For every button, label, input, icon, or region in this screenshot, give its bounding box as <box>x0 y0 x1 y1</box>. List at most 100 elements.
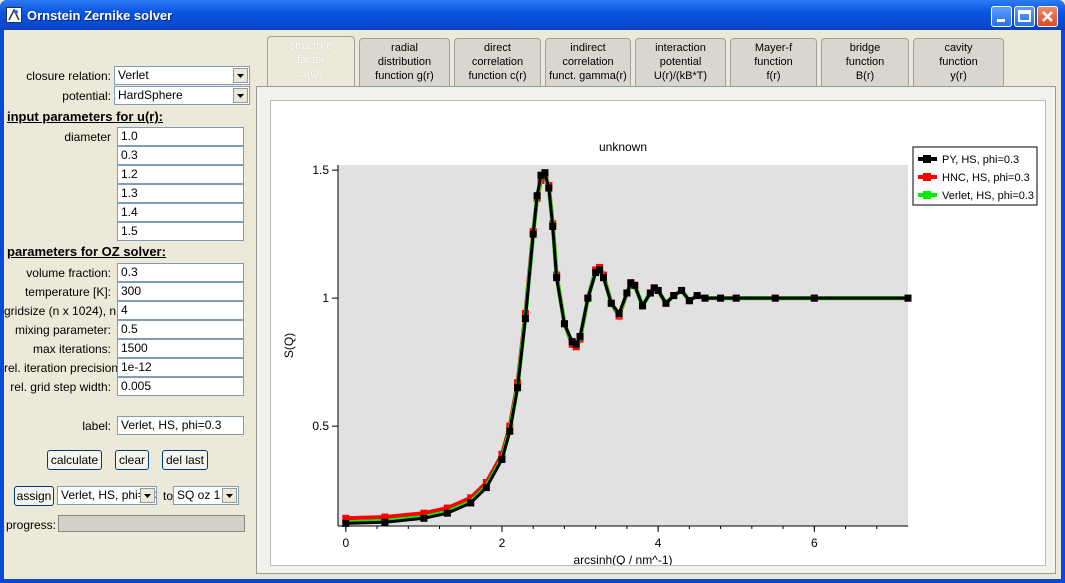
data-point <box>685 297 693 305</box>
data-point <box>732 294 740 302</box>
data-point <box>381 518 389 526</box>
legend-marker <box>923 173 931 181</box>
oz-param-field[interactable]: 4 <box>117 301 244 320</box>
data-point <box>482 484 490 492</box>
data-point <box>553 274 561 282</box>
data-point <box>521 315 529 323</box>
tab-label-line: y(r) <box>950 70 967 82</box>
oz-param-field[interactable]: 0.3 <box>117 263 244 282</box>
x-tick-label: 6 <box>811 536 818 550</box>
title-bar[interactable]: Ornstein Zernike solver <box>0 0 1065 30</box>
tab-label-line: function <box>939 56 978 68</box>
minimize-icon <box>997 19 1005 22</box>
data-point <box>904 294 912 302</box>
oz-param-field[interactable]: 0.5 <box>117 320 244 339</box>
tab-label-line: function <box>754 56 793 68</box>
assign-target-select[interactable]: SQ oz 1 <box>173 486 239 505</box>
data-point <box>420 514 428 522</box>
data-point <box>615 309 623 317</box>
assign-target-value: SQ oz 1 <box>177 488 221 502</box>
app-icon <box>6 7 22 23</box>
closure-select[interactable]: Verlet <box>114 66 250 85</box>
del-last-button[interactable]: del last <box>162 450 208 470</box>
clear-button[interactable]: clear <box>115 450 149 470</box>
tab-label-line: Mayer-f <box>754 42 793 54</box>
tab-4[interactable]: interaction potential U(r)/(kB*T) <box>635 38 726 86</box>
assign-button[interactable]: assign <box>14 486 54 506</box>
u-param-field[interactable]: 1.0 <box>117 127 244 146</box>
u-param-field[interactable]: 1.5 <box>117 222 244 241</box>
tab-label-line: direct <box>484 42 511 54</box>
window-title: Ornstein Zernike solver <box>27 8 173 23</box>
oz-param-field[interactable]: 0.005 <box>117 377 244 396</box>
data-point <box>533 192 541 200</box>
tab-label-line: function g(r) <box>375 70 434 82</box>
assign-source-select[interactable]: Verlet, HS, phi=0.3 <box>57 486 157 505</box>
tab-6[interactable]: bridge function B(r) <box>821 38 909 86</box>
x-tick-label: 0 <box>342 536 349 550</box>
u-param-field[interactable]: 1.3 <box>117 184 244 203</box>
oz-param-label: rel. grid step width: <box>10 380 111 394</box>
data-point <box>568 338 576 346</box>
sq-chart[interactable]: 0 2 4 6 0.5 1 1.5 unknown arcsinh(Q / nm^-1) S(Q)… <box>271 101 1045 567</box>
data-point <box>342 514 350 522</box>
plot-area <box>338 165 908 526</box>
tab-5[interactable]: Mayer-f function f(r) <box>730 38 817 86</box>
label-label: label: <box>82 419 111 433</box>
data-point <box>701 294 709 302</box>
oz-param-label: temperature [K]: <box>24 285 111 299</box>
oz-param-label: rel. iteration precision: <box>4 361 122 375</box>
legend-label: Verlet, HS, phi=0.3 <box>942 190 1034 202</box>
chart-title: unknown <box>599 140 647 154</box>
label-field[interactable]: Verlet, HS, phi=0.3 <box>117 416 244 435</box>
data-point <box>771 294 779 302</box>
tab-label-line: f(r) <box>766 70 781 82</box>
data-point <box>342 519 350 527</box>
data-point <box>443 504 451 512</box>
tab-0[interactable]: structure factor S(Q) <box>267 36 355 88</box>
assign-source-value: Verlet, HS, phi=0.3 <box>61 488 157 502</box>
u-param-field[interactable]: 1.4 <box>117 203 244 222</box>
closure-dropdown-arrow[interactable] <box>233 68 248 83</box>
x-tick-label: 4 <box>655 536 662 550</box>
tab-label-line: radial <box>391 42 418 54</box>
progress-label: progress: <box>5 518 56 532</box>
maximize-button[interactable] <box>1014 6 1035 27</box>
oz-param-field[interactable]: 1500 <box>117 339 244 358</box>
tab-label-line: potential <box>659 56 702 68</box>
u-param-field[interactable]: 0.3 <box>117 146 244 165</box>
oz-param-field[interactable]: 300 <box>117 282 244 301</box>
potential-dropdown-arrow[interactable] <box>233 88 248 103</box>
oz-param-label: gridsize (n x 1024), n: <box>4 304 120 318</box>
tab-3[interactable]: indirect correlation funct. gamma(r) <box>545 38 631 86</box>
section-oz-params: parameters for OZ solver: <box>7 244 166 259</box>
tab-label-line: bridge <box>849 42 881 54</box>
data-point <box>810 294 818 302</box>
data-point <box>670 292 678 300</box>
data-point <box>549 222 557 230</box>
assign-source-dropdown-arrow[interactable] <box>140 488 155 503</box>
data-point <box>443 509 451 517</box>
tab-1[interactable]: radial distribution function g(r) <box>359 38 450 86</box>
assign-target-dropdown-arrow[interactable] <box>222 488 237 503</box>
data-point <box>584 294 592 302</box>
minimize-button[interactable] <box>991 6 1012 27</box>
tab-2[interactable]: direct correlation function c(r) <box>454 38 541 86</box>
data-point <box>592 269 600 277</box>
close-button[interactable] <box>1037 6 1058 27</box>
data-point <box>627 279 635 287</box>
u-param-field[interactable]: 1.2 <box>117 165 244 184</box>
closure-value: Verlet <box>118 68 149 82</box>
calculate-button[interactable]: calculate <box>47 450 102 470</box>
potential-select[interactable]: HardSphere <box>114 86 250 105</box>
data-point <box>693 292 701 300</box>
data-point <box>529 230 537 238</box>
oz-param-field[interactable]: 1e-12 <box>117 358 244 377</box>
tab-label-line: function <box>845 56 885 68</box>
tab-label-line: factor <box>297 54 325 66</box>
chevron-down-icon <box>237 94 244 98</box>
y-axis-label: S(Q) <box>282 333 296 358</box>
tab-7[interactable]: cavity function y(r) <box>913 38 1004 86</box>
potential-value: HardSphere <box>118 88 183 102</box>
